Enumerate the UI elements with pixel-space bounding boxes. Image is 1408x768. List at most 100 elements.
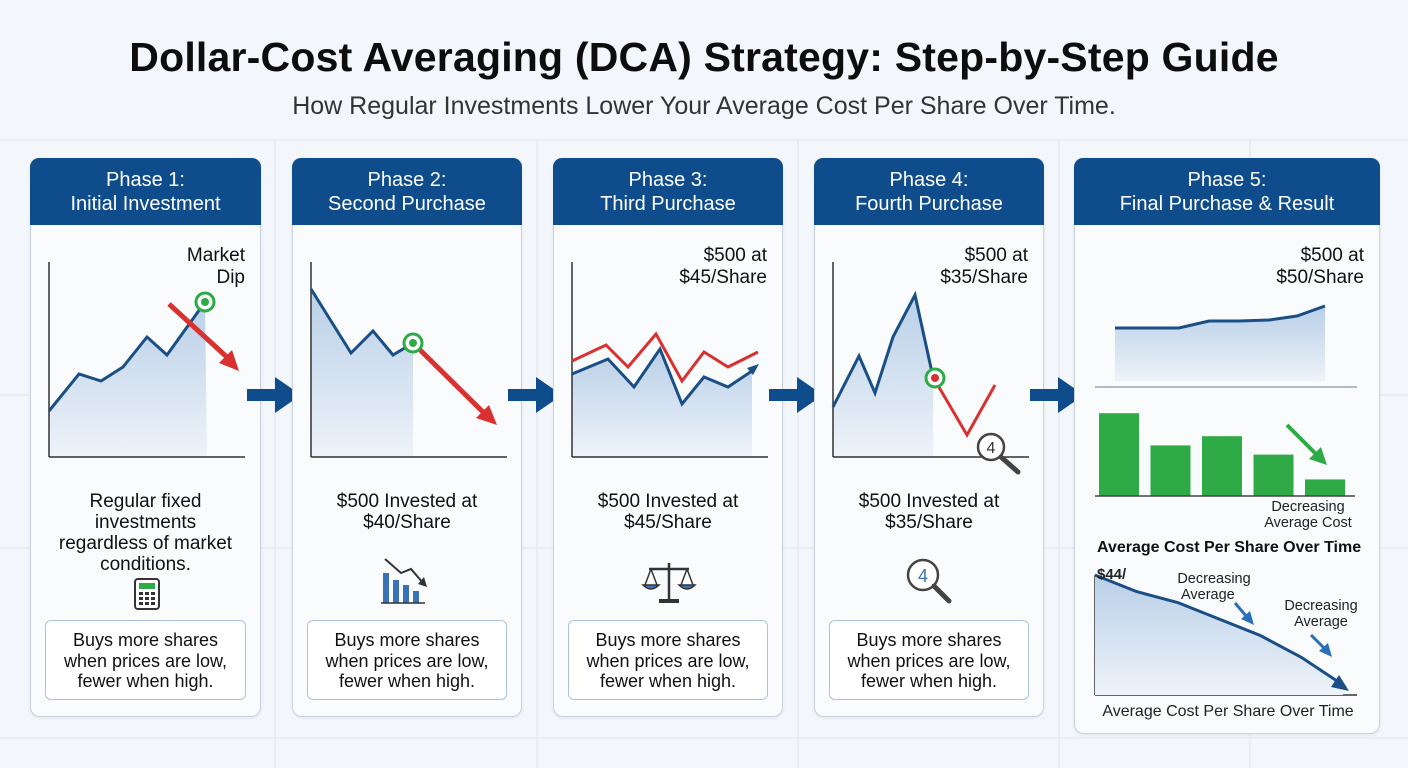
calculator-icon bbox=[134, 578, 160, 610]
avg-chart-arrowhead-1 bbox=[1241, 611, 1254, 625]
phase-4-note-line-3: fewer when high. bbox=[860, 671, 998, 691]
phase-3-chart-label-line-1: $500 at bbox=[703, 245, 767, 266]
phase-1-description: Regular fixed investments regardless of … bbox=[31, 491, 260, 575]
phase-1-dip-arrow bbox=[167, 302, 231, 361]
phase-1-note: Buys more shares when prices are low, fe… bbox=[45, 620, 246, 700]
avg-chart-area bbox=[1095, 575, 1343, 695]
phase-1-area bbox=[49, 302, 207, 456]
phase-4-red-line bbox=[931, 376, 997, 439]
bar-3 bbox=[1202, 436, 1242, 496]
phase-2-header: Phase 2: Second Purchase bbox=[292, 158, 522, 225]
phase-5-price-line bbox=[1115, 304, 1326, 330]
phase-1-dip-arrowhead bbox=[219, 350, 239, 371]
phase-3-red-line bbox=[571, 331, 759, 384]
declining-bar-chart-icon bbox=[381, 558, 427, 604]
phase-5-price-chart bbox=[1095, 304, 1357, 388]
phase-4-header: Phase 4: Fourth Purchase bbox=[814, 158, 1044, 225]
phase-1-desc-line-2: investments bbox=[94, 512, 197, 533]
avg-chart-trend-note-1-line-2: Average bbox=[1181, 587, 1235, 603]
phase-1-desc-line-1: Regular fixed bbox=[89, 491, 202, 512]
phase-2-description: $500 Invested at $40/Share bbox=[293, 491, 521, 533]
phase-5-chart-label-line-1: $500 at bbox=[1300, 245, 1364, 266]
phase-3-chart-label: $500 at $45/Share bbox=[679, 245, 767, 289]
phase-4-chart-magnifier-handle bbox=[998, 454, 1021, 475]
phase-4-note-line-2: when prices are low, bbox=[847, 650, 1011, 671]
bar-chart-arrowhead bbox=[1309, 447, 1327, 465]
phase-3-desc-line-1: $500 Invested at bbox=[597, 491, 739, 512]
phase-1-chart bbox=[47, 262, 245, 458]
phase-4-name: Fourth Purchase bbox=[855, 193, 1003, 215]
phase-3-label: Phase 3: bbox=[628, 169, 708, 191]
phase-3-chart bbox=[571, 262, 768, 458]
phase-1-desc-line-3: regardless of market bbox=[58, 533, 233, 554]
avg-chart-arrow-2 bbox=[1309, 633, 1327, 651]
phase-3-description: $500 Invested at $45/Share bbox=[554, 491, 782, 533]
phase-1-chart-label-line-1: Market bbox=[186, 245, 245, 266]
phase-3-blue-arrowhead bbox=[747, 364, 759, 375]
phase-1-price-line bbox=[47, 301, 207, 412]
avg-chart-arrowhead-2 bbox=[1319, 643, 1332, 657]
phase-4-area bbox=[833, 295, 933, 456]
phase-4-desc-line-2: $35/Share bbox=[885, 512, 973, 533]
bar-1 bbox=[1099, 413, 1139, 496]
phase-2-desc-line-2: $40/Share bbox=[363, 512, 451, 533]
phase-3-panel: Phase 3: Third Purchase $500 at $45/Shar… bbox=[553, 158, 783, 717]
phase-4-note-line-1: Buys more shares bbox=[856, 630, 1002, 650]
phase-2-down-arrowhead bbox=[476, 405, 497, 425]
phase-4-panel: Phase 4: Fourth Purchase 4 $500 at $35/S… bbox=[814, 158, 1044, 717]
phase-1-label: Phase 1: bbox=[106, 169, 185, 191]
phase-5-name: Final Purchase & Result bbox=[1119, 193, 1335, 215]
phase-1-desc-line-4: conditions. bbox=[100, 554, 191, 575]
phase-1-panel: Phase 1: Initial Investment Market Dip R… bbox=[30, 158, 261, 717]
bar-5 bbox=[1305, 479, 1345, 496]
phase-2-down-arrow bbox=[411, 341, 487, 416]
bar-chart-note-line-2: Average Cost bbox=[1264, 515, 1352, 531]
phase-5-bar-chart bbox=[1095, 413, 1355, 497]
phase-4-chart-label: $500 at $35/Share bbox=[940, 245, 1028, 289]
bar-chart-note-line-1: Decreasing bbox=[1271, 499, 1345, 515]
phase-1-buy-point-dot bbox=[201, 298, 209, 306]
bar-chart-arrow-shaft bbox=[1285, 423, 1319, 457]
phase-1-chart-label: Market Dip bbox=[187, 245, 245, 289]
phase-4-chart-magnifier-lens bbox=[976, 432, 1006, 462]
arrow-3-to-4-icon bbox=[769, 377, 823, 413]
arrow-2-to-3-icon bbox=[508, 377, 562, 413]
phase-5-panel: Phase 5: Final Purchase & Result $500 at… bbox=[1074, 158, 1380, 734]
avg-chart-trend-note-2-line-1: Decreasing bbox=[1284, 598, 1358, 614]
page-subtitle: How Regular Investments Lower Your Avera… bbox=[292, 92, 1116, 120]
phase-5-section-title: Average Cost Per Share Over Time bbox=[1097, 539, 1362, 556]
phase-1-name: Initial Investment bbox=[70, 193, 221, 215]
phase-4-buy-point-dot bbox=[931, 374, 939, 382]
phase-3-note-line-3: fewer when high. bbox=[599, 671, 737, 691]
phase-1-note-line-2: when prices are low, bbox=[63, 650, 228, 671]
phase-5-price-area bbox=[1115, 306, 1325, 381]
balance-scale-icon bbox=[641, 563, 697, 603]
arrow-4-to-5-icon bbox=[1030, 377, 1084, 413]
avg-chart-trend-note-1: Decreasing Average bbox=[1169, 571, 1259, 603]
phase-5-header: Phase 5: Final Purchase & Result bbox=[1074, 158, 1380, 225]
avg-chart-trend-note-1-line-1: Decreasing bbox=[1177, 571, 1251, 587]
phase-3-note: Buys more shares when prices are low, fe… bbox=[568, 620, 768, 700]
phase-2-panel: Phase 2: Second Purchase $500 Invested a… bbox=[292, 158, 522, 717]
phase-2-price-line bbox=[309, 288, 414, 357]
phase-4-note: Buys more shares when prices are low, fe… bbox=[829, 620, 1029, 700]
phase-1-chart-label-line-2: Dip bbox=[216, 267, 245, 288]
phase-2-desc-line-1: $500 Invested at bbox=[336, 491, 478, 512]
phase-5-label: Phase 5: bbox=[1187, 169, 1267, 191]
magnifier-icon: 4 bbox=[906, 558, 952, 604]
avg-chart-trend-note-2-line-2: Average bbox=[1294, 614, 1348, 630]
phase-5-chart-label-line-2: $50/Share bbox=[1276, 267, 1364, 288]
phase-1-header: Phase 1: Initial Investment bbox=[30, 158, 261, 225]
avg-chart-start-value: $44/ bbox=[1097, 566, 1127, 583]
phase-4-chart-label-line-1: $500 at bbox=[964, 245, 1028, 266]
avg-chart-footer-label: Average Cost Per Share Over Time bbox=[1102, 703, 1354, 720]
magnifier-icon-text: 4 bbox=[918, 566, 928, 586]
phase-2-chart bbox=[309, 262, 507, 458]
phase-2-name: Second Purchase bbox=[328, 193, 486, 215]
page-title: Dollar-Cost Averaging (DCA) Strategy: St… bbox=[129, 34, 1279, 80]
phase-5-average-cost-chart bbox=[1094, 573, 1357, 696]
phase-4-description: $500 Invested at $35/Share bbox=[815, 491, 1043, 533]
phase-4-chart-label-line-2: $35/Share bbox=[940, 267, 1028, 288]
avg-chart-end-arrowhead bbox=[1331, 675, 1349, 691]
phase-3-note-line-1: Buys more shares bbox=[595, 630, 741, 650]
